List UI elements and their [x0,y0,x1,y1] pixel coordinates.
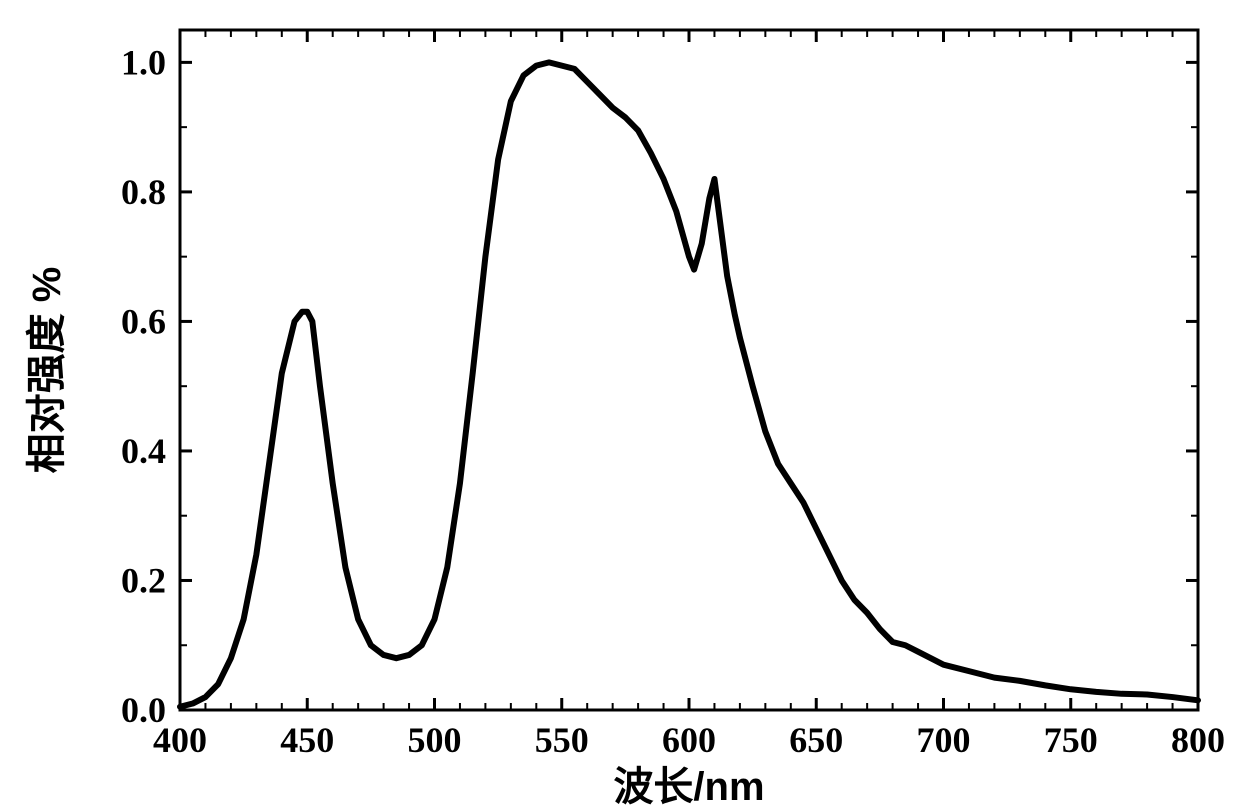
svg-text:0.2: 0.2 [121,560,166,600]
svg-text:600: 600 [662,720,716,760]
svg-text:800: 800 [1171,720,1225,760]
svg-text:500: 500 [408,720,462,760]
svg-text:1.0: 1.0 [121,42,166,82]
svg-text:0.0: 0.0 [121,690,166,730]
svg-text:0.4: 0.4 [121,431,166,471]
svg-text:650: 650 [789,720,843,760]
spectrum-chart: 4004505005506006507007508000.00.20.40.60… [0,0,1240,810]
svg-text:0.8: 0.8 [121,172,166,212]
svg-text:550: 550 [535,720,589,760]
svg-text:700: 700 [917,720,971,760]
svg-text:750: 750 [1044,720,1098,760]
spectrum-line [180,62,1198,706]
y-axis-label: 相对强度 % [25,267,69,474]
x-axis-label: 波长/nm [613,765,764,809]
chart-svg: 4004505005506006507007508000.00.20.40.60… [0,0,1240,810]
svg-text:0.6: 0.6 [121,301,166,341]
svg-text:450: 450 [280,720,334,760]
